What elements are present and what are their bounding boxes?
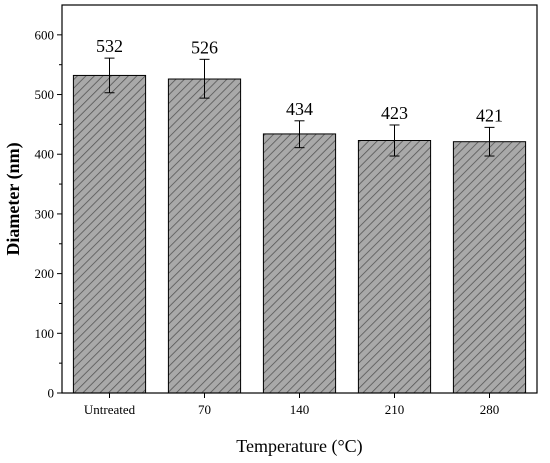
y-tick-label-500: 500 [35, 87, 55, 102]
data-label-untreated: 532 [96, 36, 123, 56]
y-tick-label-0: 0 [48, 386, 55, 401]
bar-70 [167, 78, 242, 394]
y-axis-title: Diameter (nm) [3, 142, 24, 255]
y-tick-label-100: 100 [35, 326, 55, 341]
x-tick-label-210: 210 [385, 402, 405, 417]
x-axis: Untreated 70 140 210 280 [84, 393, 499, 417]
y-tick-label-400: 400 [35, 147, 55, 162]
y-tick-label-300: 300 [35, 206, 55, 221]
x-tick-label-140: 140 [290, 402, 310, 417]
error-bar-70 [199, 58, 210, 99]
x-tick-label-280: 280 [480, 402, 500, 417]
y-tick-label-600: 600 [35, 27, 55, 42]
data-labels-group: 532 526 434 423 421 [96, 36, 503, 125]
data-label-280: 421 [476, 105, 503, 125]
error-bar-140 [294, 120, 305, 149]
error-bar-untreated [104, 57, 115, 94]
bar-210 [357, 140, 432, 394]
x-tick-label-70: 70 [198, 402, 211, 417]
error-bars-group [104, 57, 495, 157]
bar-untreated [72, 74, 147, 394]
y-axis: 0 100 200 300 400 500 600 [35, 27, 62, 401]
y-tick-label-200: 200 [35, 266, 55, 281]
x-tick-label-untreated: Untreated [84, 402, 136, 417]
bar-280 [452, 141, 527, 394]
bar-140 [262, 133, 337, 394]
data-label-210: 423 [381, 103, 408, 123]
x-axis-title: Temperature (°C) [236, 436, 362, 457]
error-bar-210 [389, 124, 400, 157]
error-bar-280 [484, 126, 495, 157]
data-label-140: 434 [286, 99, 313, 119]
data-label-70: 526 [191, 37, 218, 57]
